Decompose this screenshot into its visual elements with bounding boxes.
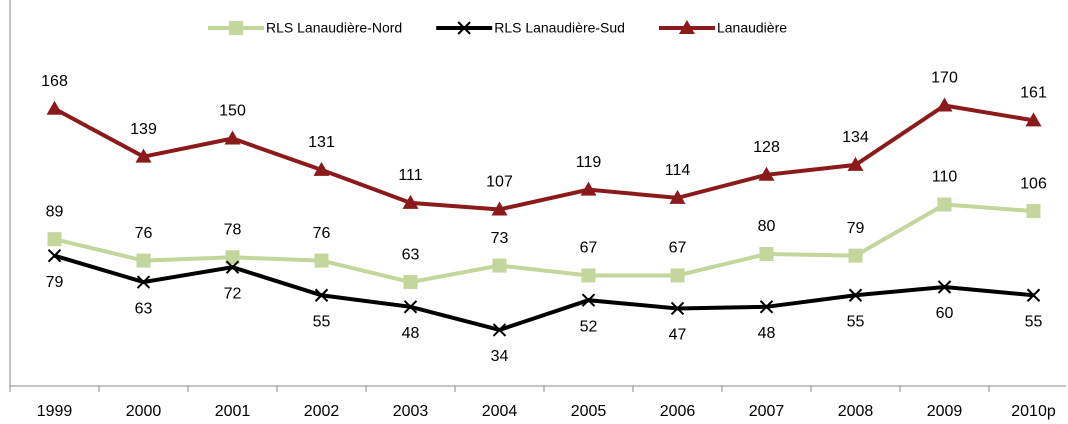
marker bbox=[936, 97, 953, 112]
marker bbox=[670, 268, 685, 283]
x-tick-label: 2004 bbox=[482, 403, 518, 420]
data-label: 55 bbox=[1025, 313, 1043, 330]
marker bbox=[135, 148, 152, 163]
data-label: 79 bbox=[847, 220, 865, 237]
data-label: 63 bbox=[135, 300, 153, 317]
data-label: 106 bbox=[1020, 175, 1047, 192]
x-tick-label: 1999 bbox=[37, 403, 73, 420]
x-tick-label: 2007 bbox=[749, 403, 785, 420]
data-label: 128 bbox=[753, 139, 780, 156]
data-label: 168 bbox=[41, 73, 68, 90]
marker bbox=[669, 189, 686, 204]
marker bbox=[937, 197, 952, 212]
data-label: 47 bbox=[669, 327, 687, 344]
data-label: 78 bbox=[224, 222, 242, 239]
data-label: 55 bbox=[313, 313, 331, 330]
marker bbox=[847, 156, 864, 171]
marker bbox=[492, 323, 507, 337]
x-tick-label: 2010p bbox=[1011, 403, 1056, 420]
marker bbox=[46, 100, 63, 115]
data-label: 150 bbox=[219, 103, 246, 120]
marker bbox=[848, 288, 863, 302]
data-label: 55 bbox=[847, 313, 865, 330]
legend-label: RLS Lanaudière-Sud bbox=[494, 20, 625, 36]
x-tick-label: 2002 bbox=[304, 403, 340, 420]
marker bbox=[678, 20, 695, 34]
marker bbox=[581, 293, 596, 307]
marker bbox=[314, 288, 329, 302]
data-label: 34 bbox=[491, 348, 509, 365]
data-label: 67 bbox=[580, 240, 598, 257]
marker bbox=[225, 260, 240, 274]
data-label: 119 bbox=[576, 154, 602, 171]
marker bbox=[1026, 204, 1041, 219]
marker bbox=[492, 258, 507, 273]
data-label: 89 bbox=[46, 203, 64, 220]
data-label: 139 bbox=[130, 121, 157, 138]
series-line bbox=[53, 103, 1034, 212]
data-label: 72 bbox=[224, 285, 242, 302]
data-label: 114 bbox=[665, 162, 691, 179]
legend-label: RLS Lanaudière-Nord bbox=[266, 20, 402, 36]
marker bbox=[759, 300, 774, 314]
marker bbox=[581, 268, 596, 283]
marker bbox=[136, 275, 151, 289]
marker bbox=[1025, 112, 1042, 127]
data-label: 73 bbox=[491, 230, 509, 247]
marker bbox=[403, 275, 418, 290]
data-label: 131 bbox=[308, 134, 335, 151]
data-label: 170 bbox=[931, 70, 958, 87]
x-tick-label: 2009 bbox=[927, 403, 963, 420]
x-tick-label: 2003 bbox=[393, 403, 429, 420]
data-label: 134 bbox=[842, 129, 869, 146]
marker bbox=[224, 130, 241, 145]
data-label: 110 bbox=[932, 169, 958, 186]
data-label: 48 bbox=[402, 325, 420, 342]
marker bbox=[937, 280, 952, 294]
marker bbox=[314, 253, 329, 268]
marker bbox=[47, 248, 62, 263]
data-label: 60 bbox=[936, 305, 954, 322]
data-label: 52 bbox=[580, 318, 598, 335]
x-tick-label: 2001 bbox=[215, 403, 251, 420]
x-tick-label: 2005 bbox=[571, 403, 607, 420]
marker bbox=[225, 250, 240, 265]
x-tick-label: 2000 bbox=[126, 403, 162, 420]
x-tick-label: 2008 bbox=[838, 403, 874, 420]
marker bbox=[670, 301, 685, 316]
marker bbox=[313, 161, 330, 176]
marker bbox=[848, 248, 863, 263]
data-label: 76 bbox=[135, 225, 153, 242]
marker bbox=[491, 201, 508, 216]
x-tick-label: 2006 bbox=[660, 403, 696, 420]
data-label: 76 bbox=[313, 225, 331, 242]
legend-label: Lanaudière bbox=[717, 20, 787, 36]
data-label: 161 bbox=[1020, 85, 1047, 102]
marker bbox=[47, 232, 62, 247]
marker bbox=[229, 21, 243, 35]
marker bbox=[758, 166, 775, 181]
data-label: 67 bbox=[669, 240, 687, 257]
data-label: 63 bbox=[402, 246, 420, 263]
data-label: 79 bbox=[46, 274, 64, 291]
marker bbox=[1026, 288, 1041, 302]
series-line bbox=[53, 253, 1034, 332]
marker bbox=[403, 300, 418, 314]
series-line bbox=[54, 202, 1034, 285]
marker bbox=[759, 247, 774, 261]
marker bbox=[136, 253, 151, 268]
marker bbox=[457, 21, 471, 35]
marker bbox=[402, 194, 419, 209]
data-label: 48 bbox=[758, 325, 776, 342]
data-label: 80 bbox=[758, 218, 776, 235]
marker bbox=[580, 181, 597, 196]
data-label: 111 bbox=[398, 167, 422, 184]
data-label: 107 bbox=[486, 174, 513, 191]
